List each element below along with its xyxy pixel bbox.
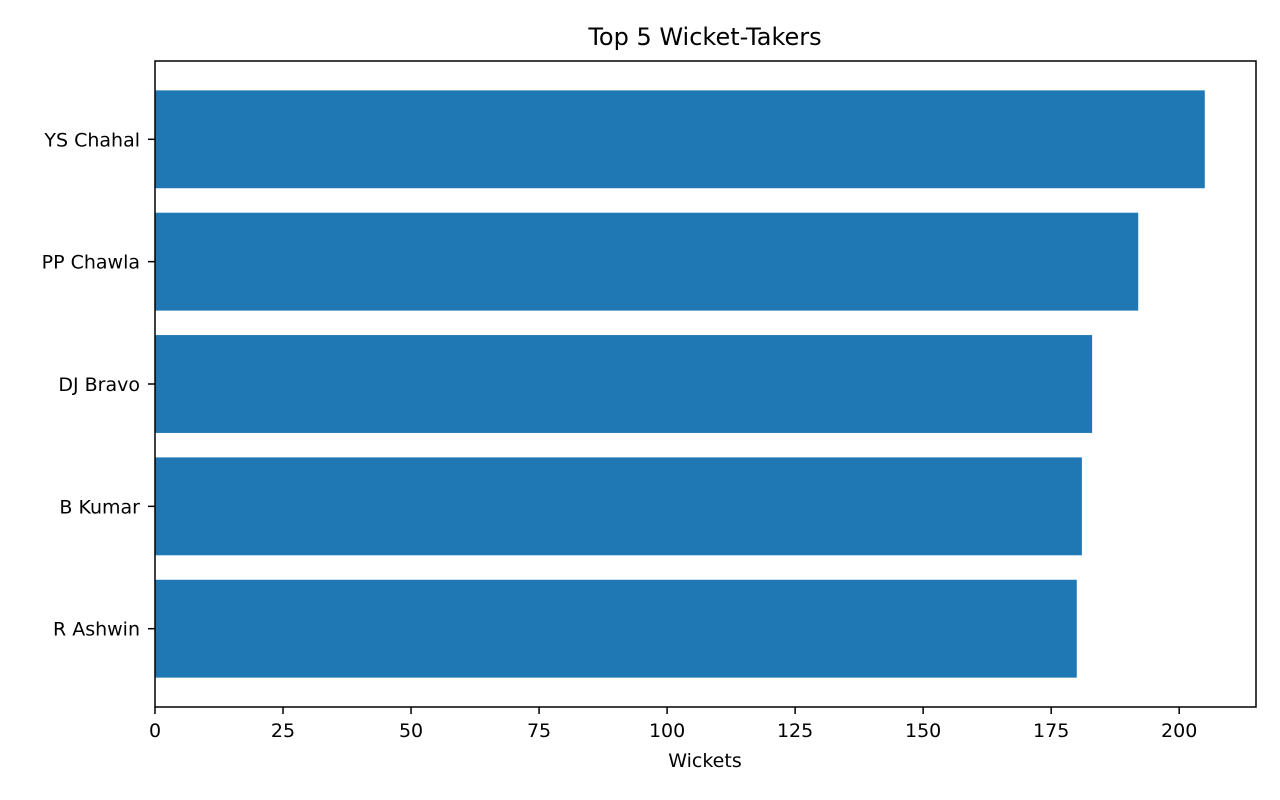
x-tick-label: 150 — [905, 720, 941, 742]
bar-ys-chahal — [155, 90, 1205, 189]
x-axis: 0 25 50 75 100 125 150 175 200 — [149, 707, 1197, 742]
plot-frame — [154, 60, 1257, 708]
bar-b-kumar — [155, 457, 1082, 556]
y-tick-label: DJ Bravo — [58, 374, 140, 396]
y-tick-label: R Ashwin — [53, 619, 140, 641]
chart-title: Top 5 Wicket-Takers — [587, 23, 821, 51]
x-tick-label: 25 — [271, 720, 295, 742]
x-tick-label: 125 — [777, 720, 813, 742]
bars-layer — [155, 90, 1205, 678]
x-tick-label: 75 — [527, 720, 551, 742]
x-tick-label: 200 — [1161, 720, 1197, 742]
y-tick-label: YS Chahal — [43, 129, 140, 151]
x-tick-label: 0 — [149, 720, 161, 742]
x-tick-label: 100 — [649, 720, 685, 742]
x-axis-label: Wickets — [668, 750, 741, 772]
x-tick-label: 175 — [1033, 720, 1069, 742]
y-tick-label: PP Chawla — [42, 252, 140, 274]
bar-pp-chawla — [155, 212, 1139, 311]
y-tick-label: B Kumar — [59, 496, 140, 518]
y-axis: YS Chahal PP Chawla DJ Bravo B Kumar R Ashwi… — [42, 129, 155, 641]
bar-dj-bravo — [155, 335, 1093, 433]
bar-r-ashwin — [155, 579, 1077, 678]
x-tick-label: 50 — [399, 720, 423, 742]
